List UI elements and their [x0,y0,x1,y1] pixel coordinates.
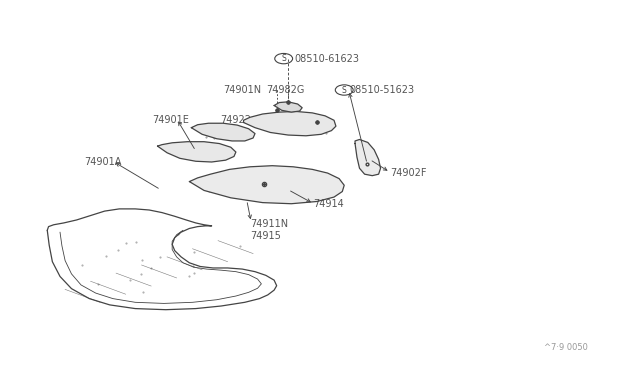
Text: S: S [342,86,347,94]
Text: 74901N: 74901N [223,85,261,95]
Text: ^7·9 0050: ^7·9 0050 [544,343,588,352]
Polygon shape [355,140,381,176]
Polygon shape [157,142,236,162]
Text: 08510-51623: 08510-51623 [349,85,415,95]
Text: 74915: 74915 [250,231,281,241]
Text: S: S [282,54,286,63]
Text: 74902F: 74902F [390,168,427,178]
Polygon shape [189,166,344,204]
Text: 74901A: 74901A [84,157,122,167]
Polygon shape [244,112,336,136]
Polygon shape [191,123,255,141]
Text: 74982G: 74982G [266,85,304,95]
Text: 74914: 74914 [314,199,344,209]
Text: 08510-61623: 08510-61623 [294,54,360,64]
Text: 74901E: 74901E [152,115,189,125]
Polygon shape [274,102,302,112]
Text: 74911N: 74911N [250,219,288,229]
Text: 74922: 74922 [220,115,251,125]
